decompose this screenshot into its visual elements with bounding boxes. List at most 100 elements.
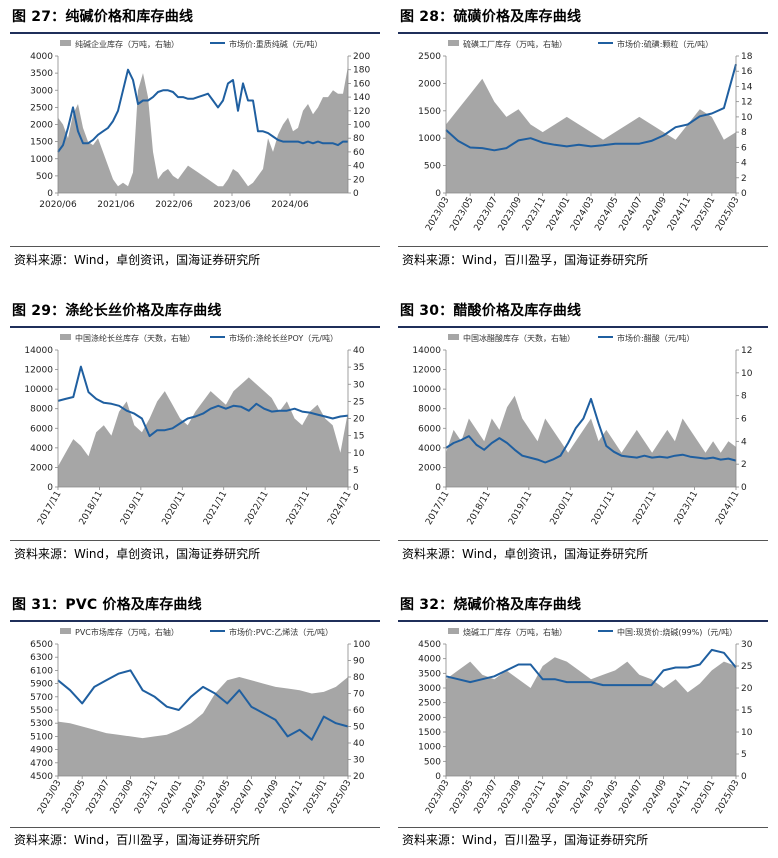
legend-label: 纯碱企业库存（万吨，右轴） (75, 39, 179, 49)
x-tick-label: 2024/03 (569, 196, 596, 233)
right-tick-label: 35 (353, 363, 364, 373)
left-tick-label: 500 (424, 162, 441, 172)
right-tick-label: 20 (353, 772, 365, 782)
x-tick-label: 2023/07 (85, 779, 112, 816)
right-tick-label: 70 (353, 690, 365, 700)
left-tick-label: 4900 (30, 746, 53, 756)
right-tick-label: 16 (741, 67, 753, 77)
legend-label: 市场价:重质纯碱（元/吨） (229, 39, 322, 49)
x-tick-label: 2017/11 (424, 490, 451, 527)
x-tick-label: 2023/11 (521, 196, 548, 233)
chart-panel-32: 图 32：烧碱价格及库存曲线 烧碱工厂库存（万吨，右轴） 中国:现货价:烧碱(99… (398, 594, 768, 858)
x-tick-label: 2019/11 (507, 490, 534, 527)
right-tick-label: 80 (353, 134, 365, 144)
title-rule (398, 32, 768, 34)
left-tick-label: 3500 (418, 669, 441, 679)
left-tick-label: 3500 (30, 69, 53, 79)
left-tick-label: 2000 (418, 713, 441, 723)
right-tick-label: 20 (353, 415, 365, 425)
left-tick-label: 1000 (30, 155, 53, 165)
right-tick-label: 25 (741, 662, 752, 672)
right-tick-label: 100 (353, 640, 370, 650)
chart-svg: PVC市场库存（万吨，右轴） 市场价:PVC:乙烯法（元/吨） 4500 4700 49… (30, 627, 370, 816)
right-tick-label: 90 (353, 657, 365, 667)
x-tick-label: 2024/05 (205, 779, 232, 816)
left-tick-label: 8000 (418, 405, 441, 415)
legend: 中国涤纶长丝库存（天数，右轴） 市场价:涤纶长丝POY（元/吨） (60, 333, 338, 343)
x-tick-label: 2023/06 (213, 200, 251, 210)
title-rule (398, 620, 768, 622)
x-tick-label: 2018/11 (78, 490, 105, 527)
left-tick-label: 12000 (412, 366, 441, 376)
source-rule (10, 827, 380, 828)
panel-title: 图 30：醋酸价格及库存曲线 (400, 303, 582, 319)
right-tick-label: 180 (353, 66, 370, 76)
left-tick-label: 1000 (418, 134, 441, 144)
series-line (57, 68, 348, 153)
x-tick-label: 2023/11 (521, 779, 548, 816)
x-tick-label: 2024/01 (545, 196, 572, 233)
x-tick-label: 2025/03 (714, 196, 741, 233)
left-tick-label: 12000 (24, 366, 53, 376)
right-tick-label: 2 (741, 460, 747, 470)
left-tick-label: 0 (47, 483, 53, 493)
panel-title: 图 28：硫磺价格及库存曲线 (400, 9, 582, 25)
title-rule (398, 326, 768, 328)
x-tick-label: 2023/11 (133, 779, 160, 816)
x-tick-label: 2020/11 (161, 490, 188, 527)
panel-title: 图 27：纯碱价格和库存曲线 (12, 9, 194, 25)
series-area (58, 66, 348, 193)
x-tick-label: 2023/07 (473, 196, 500, 233)
chart-panel-27: 图 27：纯碱价格和库存曲线 纯碱企业库存（万吨，右轴） 市场价:重质纯碱（元/吨… (10, 6, 380, 276)
legend-swatch-area (60, 628, 71, 634)
x-tick-label: 2017/11 (36, 490, 63, 527)
right-tick-label: 10 (741, 728, 753, 738)
x-tick-label: 2025/01 (690, 779, 717, 816)
series-line (445, 63, 737, 152)
legend-swatch-area (448, 334, 459, 340)
right-tick-label: 60 (353, 148, 365, 158)
legend-label: 中国:现货价:烧碱(99%)（元/吨） (617, 627, 737, 637)
panel-title: 图 31：PVC 价格及库存曲线 (12, 597, 202, 613)
right-tick-label: 14 (741, 82, 753, 92)
left-tick-label: 2500 (418, 699, 441, 709)
legend-swatch-area (60, 334, 71, 340)
legend-label: 中国涤纶长丝库存（天数，右轴） (75, 333, 195, 343)
left-tick-label: 6000 (418, 424, 441, 434)
chart-svg: 硫磺工厂库存（万吨，右轴） 市场价:硫磺:颗粒（元/吨） 0 500 1000 1500 2… (418, 39, 753, 233)
right-tick-label: 140 (353, 93, 370, 103)
source-rule (10, 246, 380, 247)
x-tick-label: 2018/11 (466, 490, 493, 527)
left-tick-label: 5300 (30, 719, 53, 729)
source-rule (398, 246, 768, 247)
right-tick-label: 60 (353, 706, 365, 716)
right-tick-label: 50 (353, 723, 365, 733)
left-tick-label: 4000 (30, 52, 53, 62)
legend: 烧碱工厂库存（万吨，右轴） 中国:现货价:烧碱(99%)（元/吨） (448, 627, 737, 637)
x-tick-label: 2025/03 (326, 779, 353, 816)
left-tick-label: 14000 (24, 346, 53, 356)
x-tick-label: 2024/11 (326, 490, 353, 527)
right-tick-label: 0 (353, 483, 359, 493)
left-tick-label: 4000 (30, 444, 53, 454)
right-tick-label: 10 (353, 449, 365, 459)
source-text: 资料来源：Wind，卓创资讯，国海证券研究所 (14, 253, 261, 267)
right-tick-label: 20 (741, 684, 753, 694)
left-tick-label: 10000 (412, 385, 441, 395)
x-tick-label: 2023/03 (424, 196, 451, 233)
source-text: 资料来源：Wind，卓创资讯，国海证券研究所 (402, 547, 649, 561)
right-tick-label: 200 (353, 52, 370, 62)
series-area (446, 657, 736, 776)
left-tick-label: 5100 (30, 732, 53, 742)
series-area (58, 377, 348, 487)
right-tick-label: 40 (353, 739, 365, 749)
x-tick-label: 2024/01 (545, 779, 572, 816)
right-tick-label: 40 (353, 162, 365, 172)
panel-title: 图 32：烧碱价格及库存曲线 (400, 597, 582, 613)
series-area (446, 78, 736, 193)
legend: PVC市场库存（万吨，右轴） 市场价:PVC:乙烯法（元/吨） (60, 627, 333, 637)
right-tick-label: 30 (741, 640, 753, 650)
legend-label: 烧碱工厂库存（万吨，右轴） (463, 627, 567, 637)
right-tick-label: 2 (741, 174, 747, 184)
left-tick-label: 4500 (418, 640, 441, 650)
